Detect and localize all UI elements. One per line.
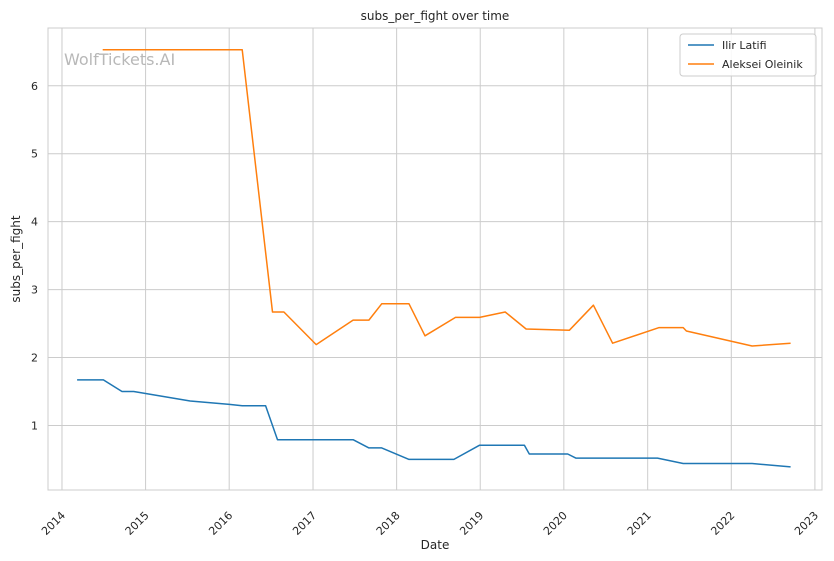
y-tick-label: 3 [31, 284, 38, 297]
legend-label-aleksei-oleinik: Aleksei Oleinik [722, 58, 803, 71]
x-axis-label: Date [421, 538, 450, 552]
legend: Ilir Latifi Aleksei Oleinik [679, 33, 817, 77]
legend-label-ilir-latifi: Ilir Latifi [722, 39, 767, 52]
plot-frame [47, 27, 823, 491]
y-tick-label: 2 [31, 352, 38, 365]
x-axis-ticks: 2014 2015 2016 2017 2018 2019 2020 2021 2022 2023 [39, 509, 821, 538]
series-lines [77, 48, 791, 468]
y-tick-label: 1 [31, 419, 38, 432]
series-line-ilir-latifi [77, 379, 791, 468]
chart-title: subs_per_fight over time [361, 9, 510, 23]
y-tick-label: 6 [31, 80, 38, 93]
y-tick-label: 4 [31, 216, 38, 229]
y-axis-label: subs_per_fight [9, 215, 23, 302]
y-tick-label: 5 [31, 148, 38, 161]
watermark: WolfTickets.AI [64, 50, 175, 69]
grid [48, 28, 822, 490]
y-axis-ticks: 1 2 3 4 5 6 [31, 80, 38, 433]
series-line-aleksei-oleinik [102, 48, 791, 347]
